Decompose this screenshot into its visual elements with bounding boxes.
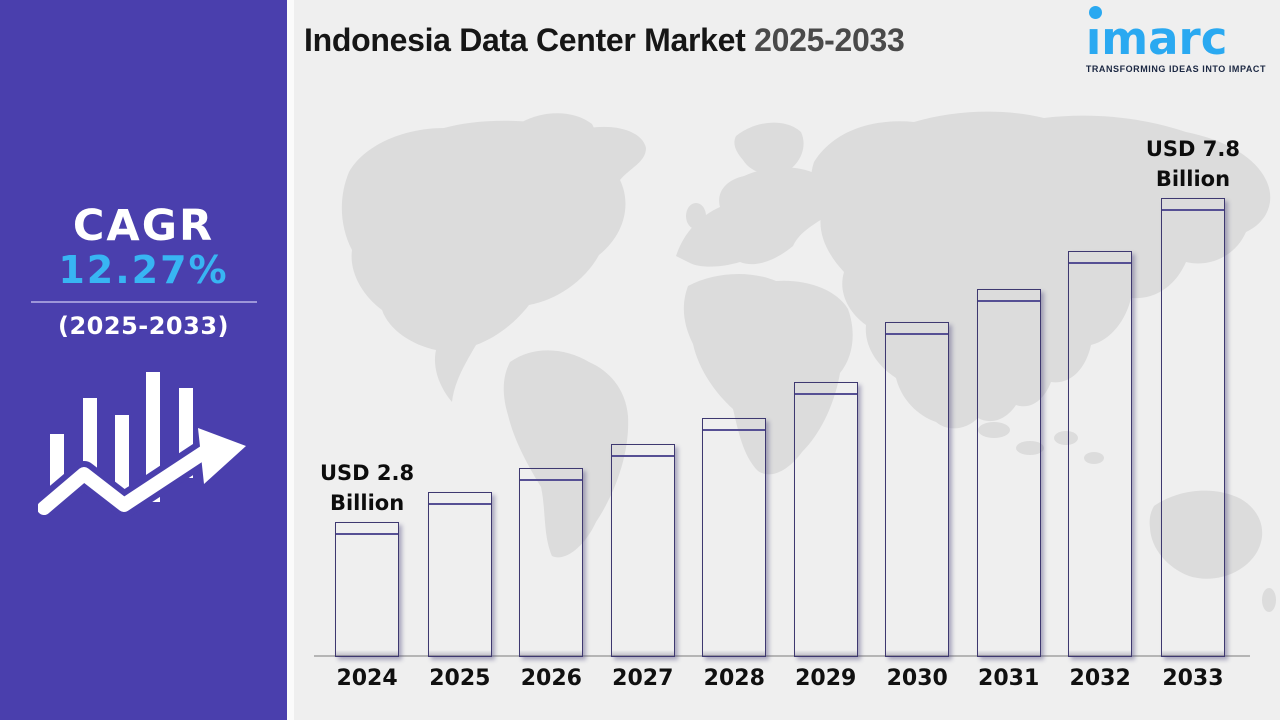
cagr-period: (2025-2033): [58, 311, 229, 340]
bar-column-2030: 2030: [871, 120, 962, 700]
logo-wordmark-wrap: ımarc: [1086, 6, 1227, 61]
sidebar-chart-divider: [287, 0, 294, 720]
bar-column-2027: 2027: [597, 120, 688, 700]
bar-column-2024: USD 2.8 Billion 2024: [320, 120, 414, 700]
x-axis-line: [314, 655, 1250, 657]
bar-2024: [335, 522, 400, 657]
x-axis-label-2029: 2029: [795, 666, 857, 691]
title-period: 2025-2033: [754, 22, 905, 58]
x-axis-label-2026: 2026: [520, 666, 582, 691]
bar-column-2031: 2031: [963, 120, 1054, 700]
bar-2030: [885, 322, 950, 657]
cagr-divider: [30, 300, 257, 303]
bar-2027: [610, 444, 675, 657]
chart-panel: Indonesia Data Center Market 2025-2033 ı…: [294, 0, 1280, 720]
bar-column-2026: 2026: [506, 120, 597, 700]
bar-2032: [1068, 251, 1133, 657]
x-axis-label-2027: 2027: [612, 666, 674, 691]
bar-chart: USD 2.8 Billion 2024 2025 2026 2027 2028 2029 20…: [314, 120, 1250, 700]
x-axis-label-2025: 2025: [429, 666, 491, 691]
x-axis-label-2028: 2028: [703, 666, 765, 691]
bar-2026: [519, 468, 584, 657]
logo-tagline: TRANSFORMING IDEAS INTO IMPACT: [1085, 63, 1266, 74]
bar-column-2033: USD 7.8 Billion 2033: [1146, 120, 1240, 700]
x-axis-label-2033: 2033: [1162, 666, 1224, 691]
bar-2031: [976, 289, 1041, 657]
bar-value-label-2024: USD 2.8 Billion: [320, 461, 415, 515]
logo-i-dot-icon: [1088, 6, 1102, 19]
title-main: Indonesia Data Center Market: [304, 22, 746, 58]
cagr-sidebar: CAGR 12.27% (2025-2033): [0, 0, 287, 720]
bar-column-2028: 2028: [689, 120, 780, 700]
cagr-label: CAGR: [72, 201, 215, 251]
bar-value-label-2033: USD 7.8 Billion: [1145, 137, 1240, 191]
bar-2033: [1160, 198, 1225, 657]
cagr-block: CAGR 12.27% (2025-2033): [0, 201, 287, 340]
bar-column-2025: 2025: [414, 120, 505, 700]
x-axis-label-2030: 2030: [886, 666, 948, 691]
bar-column-2032: 2032: [1054, 120, 1145, 700]
bar-2028: [702, 418, 767, 657]
page-title: Indonesia Data Center Market 2025-2033: [304, 22, 905, 59]
logo-wordmark: ımarc: [1085, 12, 1228, 65]
growth-bars-arrow-icon: [37, 371, 246, 521]
cagr-value: 12.27%: [58, 248, 229, 293]
x-axis-label-2024: 2024: [336, 666, 398, 691]
bar-2029: [793, 382, 858, 657]
x-axis-label-2032: 2032: [1069, 666, 1131, 691]
bar-column-2029: 2029: [780, 120, 871, 700]
imarc-logo: ımarc TRANSFORMING IDEAS INTO IMPACT: [1086, 6, 1266, 74]
bar-2025: [427, 492, 492, 657]
x-axis-label-2031: 2031: [978, 666, 1040, 691]
